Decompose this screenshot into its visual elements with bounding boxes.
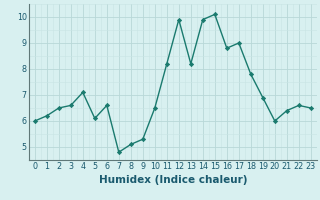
X-axis label: Humidex (Indice chaleur): Humidex (Indice chaleur): [99, 175, 247, 185]
